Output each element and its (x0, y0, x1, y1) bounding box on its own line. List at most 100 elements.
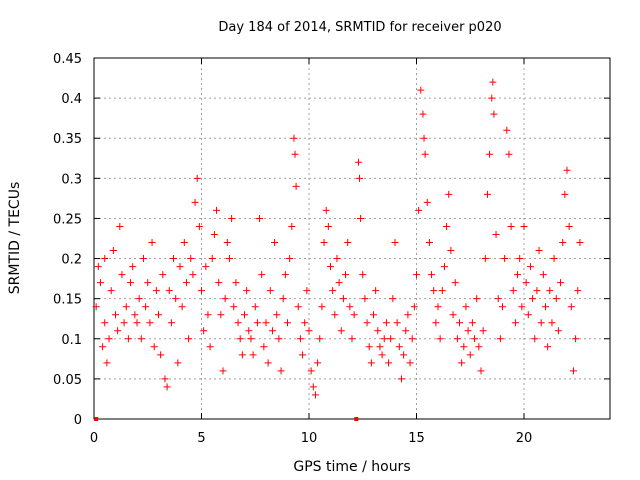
data-point (552, 295, 560, 303)
data-point (479, 327, 487, 335)
data-point (286, 255, 294, 263)
y-tick-label: 0 (74, 413, 82, 428)
data-point (438, 287, 446, 295)
data-point (456, 319, 463, 327)
data-point (238, 351, 246, 359)
data-points (92, 78, 584, 421)
data-point (109, 247, 117, 255)
data-point (120, 319, 128, 327)
data-point (165, 287, 173, 295)
data-point (101, 319, 109, 327)
data-point (170, 255, 178, 263)
data-point (281, 271, 289, 279)
data-point (365, 343, 373, 351)
y-tick-label: 0.35 (53, 132, 82, 147)
data-point (451, 279, 459, 287)
data-point (477, 367, 485, 375)
data-point (432, 319, 440, 327)
data-point (112, 311, 119, 319)
y-axis-label: SRMTID / TECUs (7, 182, 23, 295)
data-point (256, 214, 264, 222)
data-point (191, 198, 199, 206)
data-point (148, 239, 156, 247)
data-point (230, 303, 238, 311)
plot-frame (93, 57, 611, 420)
data-point (333, 255, 341, 263)
data-point (499, 303, 506, 311)
data-point (305, 327, 313, 335)
data-point (481, 255, 489, 263)
data-point (567, 303, 575, 311)
data-point (522, 279, 530, 287)
data-point (264, 359, 272, 367)
chart-title: Day 184 of 2014, SRMTID for receiver p02… (218, 20, 501, 35)
data-point (320, 239, 328, 247)
data-point (277, 367, 285, 375)
data-point (114, 327, 122, 335)
data-point (316, 335, 324, 343)
data-point (202, 263, 210, 271)
data-point (546, 287, 554, 295)
data-point (501, 255, 509, 263)
data-point (436, 335, 444, 343)
data-point (344, 239, 352, 247)
data-point (284, 319, 291, 327)
data-point (139, 255, 147, 263)
data-point (537, 319, 545, 327)
data-point (434, 303, 442, 311)
data-point (391, 239, 399, 247)
data-point (225, 255, 233, 263)
data-point (443, 222, 451, 230)
data-point (318, 303, 326, 311)
data-point (290, 134, 298, 142)
data-point (419, 110, 427, 118)
data-point (133, 319, 141, 327)
data-point (223, 239, 231, 247)
data-point (466, 351, 474, 359)
data-point (206, 343, 214, 351)
data-point (172, 295, 180, 303)
data-point (228, 214, 236, 222)
data-point (356, 174, 364, 182)
data-point (367, 359, 375, 367)
data-point (520, 222, 528, 230)
data-point (185, 335, 193, 343)
data-point (137, 335, 145, 343)
data-point (468, 319, 476, 327)
data-point (275, 335, 283, 343)
data-point (251, 303, 259, 311)
data-point (471, 335, 479, 343)
data-point (249, 351, 257, 359)
y-tick-label: 0.2 (61, 253, 82, 268)
data-point (361, 295, 369, 303)
data-point (389, 295, 397, 303)
data-point (176, 263, 184, 271)
data-point (288, 222, 296, 230)
data-point (395, 343, 403, 351)
data-point (576, 239, 584, 247)
data-point (460, 343, 468, 351)
zero-value-marker (94, 417, 99, 421)
data-point (357, 214, 365, 222)
data-point (105, 335, 113, 343)
data-point (99, 343, 107, 351)
data-point (507, 222, 515, 230)
data-point (178, 303, 186, 311)
data-point (208, 255, 216, 263)
tick-labels: 0 0.05 0.1 0.15 0.2 0.25 0.3 0.35 0.4 0.45 0 5 10 15 2… (53, 52, 532, 446)
data-point (385, 359, 393, 367)
data-point (309, 383, 317, 391)
data-point (159, 271, 167, 279)
data-point (505, 150, 513, 158)
data-point (215, 279, 223, 287)
data-point (198, 287, 205, 295)
data-point (420, 134, 428, 142)
data-point (258, 271, 266, 279)
data-point (204, 311, 212, 319)
data-point (221, 295, 229, 303)
data-point (354, 158, 362, 166)
data-point (363, 319, 371, 327)
data-point (314, 359, 322, 367)
data-point (572, 335, 580, 343)
data-point (217, 311, 225, 319)
